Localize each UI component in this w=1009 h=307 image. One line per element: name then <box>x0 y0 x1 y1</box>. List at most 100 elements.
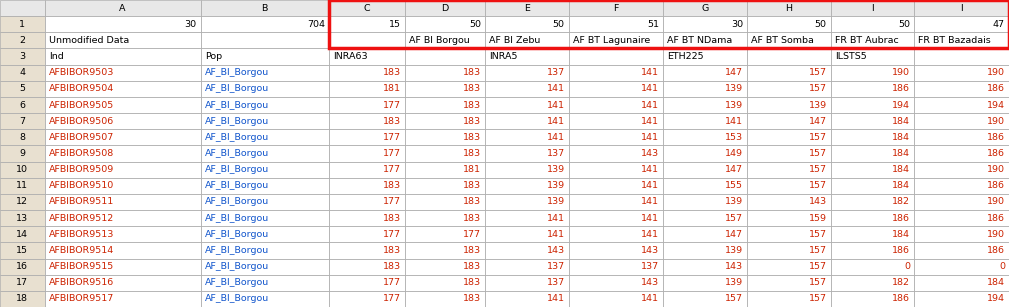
Text: 183: 183 <box>382 117 401 126</box>
Bar <box>329 242 405 258</box>
Bar <box>405 226 485 242</box>
Text: 141: 141 <box>642 133 659 142</box>
Bar <box>663 258 747 275</box>
Bar <box>914 97 1009 113</box>
Bar <box>44 32 201 49</box>
Text: 157: 157 <box>808 294 826 303</box>
Bar <box>569 161 663 178</box>
Bar <box>201 178 329 194</box>
Bar <box>329 258 405 275</box>
Text: 157: 157 <box>808 84 826 93</box>
Bar <box>44 97 201 113</box>
Text: AF_BI_Borgou: AF_BI_Borgou <box>205 197 269 207</box>
Bar <box>44 81 201 97</box>
Text: 186: 186 <box>892 294 910 303</box>
Bar <box>830 242 914 258</box>
Bar <box>0 32 44 49</box>
Text: 13: 13 <box>16 214 28 223</box>
Bar <box>329 161 405 178</box>
Text: AF_BI_Borgou: AF_BI_Borgou <box>205 214 269 223</box>
Bar <box>201 226 329 242</box>
Bar <box>747 0 830 16</box>
Text: 186: 186 <box>892 214 910 223</box>
Bar <box>914 65 1009 81</box>
Bar <box>830 210 914 226</box>
Text: I: I <box>961 4 963 13</box>
Bar <box>569 49 663 65</box>
Bar <box>569 81 663 97</box>
Text: AFBIBOR9517: AFBIBOR9517 <box>48 294 114 303</box>
Bar <box>0 291 44 307</box>
Bar <box>0 275 44 291</box>
Text: 159: 159 <box>808 214 826 223</box>
Bar <box>201 81 329 97</box>
Bar <box>201 210 329 226</box>
Text: 15: 15 <box>388 20 401 29</box>
Bar <box>0 226 44 242</box>
Text: 183: 183 <box>382 246 401 255</box>
Bar <box>663 178 747 194</box>
Bar <box>201 242 329 258</box>
Bar <box>914 97 1009 113</box>
Text: 186: 186 <box>987 133 1005 142</box>
Bar <box>201 65 329 81</box>
Text: 5: 5 <box>19 84 25 93</box>
Bar <box>44 210 201 226</box>
Bar <box>830 16 914 32</box>
Bar <box>44 194 201 210</box>
Bar <box>663 226 747 242</box>
Text: AFBIBOR9510: AFBIBOR9510 <box>48 181 114 190</box>
Text: 137: 137 <box>547 149 565 158</box>
Bar <box>569 210 663 226</box>
Text: 141: 141 <box>642 197 659 207</box>
Text: 47: 47 <box>993 20 1005 29</box>
Text: 186: 186 <box>987 149 1005 158</box>
Bar <box>830 146 914 161</box>
Text: AFBIBOR9513: AFBIBOR9513 <box>48 230 114 239</box>
Text: 147: 147 <box>724 230 743 239</box>
Text: 139: 139 <box>547 181 565 190</box>
Bar <box>485 275 569 291</box>
Bar <box>405 194 485 210</box>
Bar <box>44 16 201 32</box>
Text: 143: 143 <box>641 246 659 255</box>
Text: 139: 139 <box>724 100 743 110</box>
Bar <box>201 16 329 32</box>
Text: 137: 137 <box>547 68 565 77</box>
Bar <box>405 275 485 291</box>
Text: AF_BI_Borgou: AF_BI_Borgou <box>205 246 269 255</box>
Text: 183: 183 <box>463 68 481 77</box>
Bar <box>747 226 830 242</box>
Bar <box>830 194 914 210</box>
Bar <box>747 178 830 194</box>
Bar <box>830 146 914 161</box>
Bar <box>914 242 1009 258</box>
Bar <box>569 242 663 258</box>
Bar <box>44 258 201 275</box>
Bar <box>0 49 44 65</box>
Text: AFBIBOR9507: AFBIBOR9507 <box>48 133 114 142</box>
Text: 147: 147 <box>808 117 826 126</box>
Bar <box>405 194 485 210</box>
Bar <box>405 146 485 161</box>
Text: 0: 0 <box>999 262 1005 271</box>
Text: 183: 183 <box>463 214 481 223</box>
Bar <box>201 97 329 113</box>
Text: 50: 50 <box>898 20 910 29</box>
Text: 16: 16 <box>16 262 28 271</box>
Bar <box>569 97 663 113</box>
Text: 157: 157 <box>724 294 743 303</box>
Bar <box>0 242 44 258</box>
Text: 190: 190 <box>987 68 1005 77</box>
Bar <box>329 178 405 194</box>
Bar <box>663 210 747 226</box>
Bar <box>485 210 569 226</box>
Bar <box>405 97 485 113</box>
Text: AFBIBOR9506: AFBIBOR9506 <box>48 117 114 126</box>
Text: AFBIBOR9503: AFBIBOR9503 <box>48 68 114 77</box>
Bar <box>329 178 405 194</box>
Bar <box>914 81 1009 97</box>
Text: 8: 8 <box>19 133 25 142</box>
Bar <box>201 113 329 129</box>
Bar <box>569 146 663 161</box>
